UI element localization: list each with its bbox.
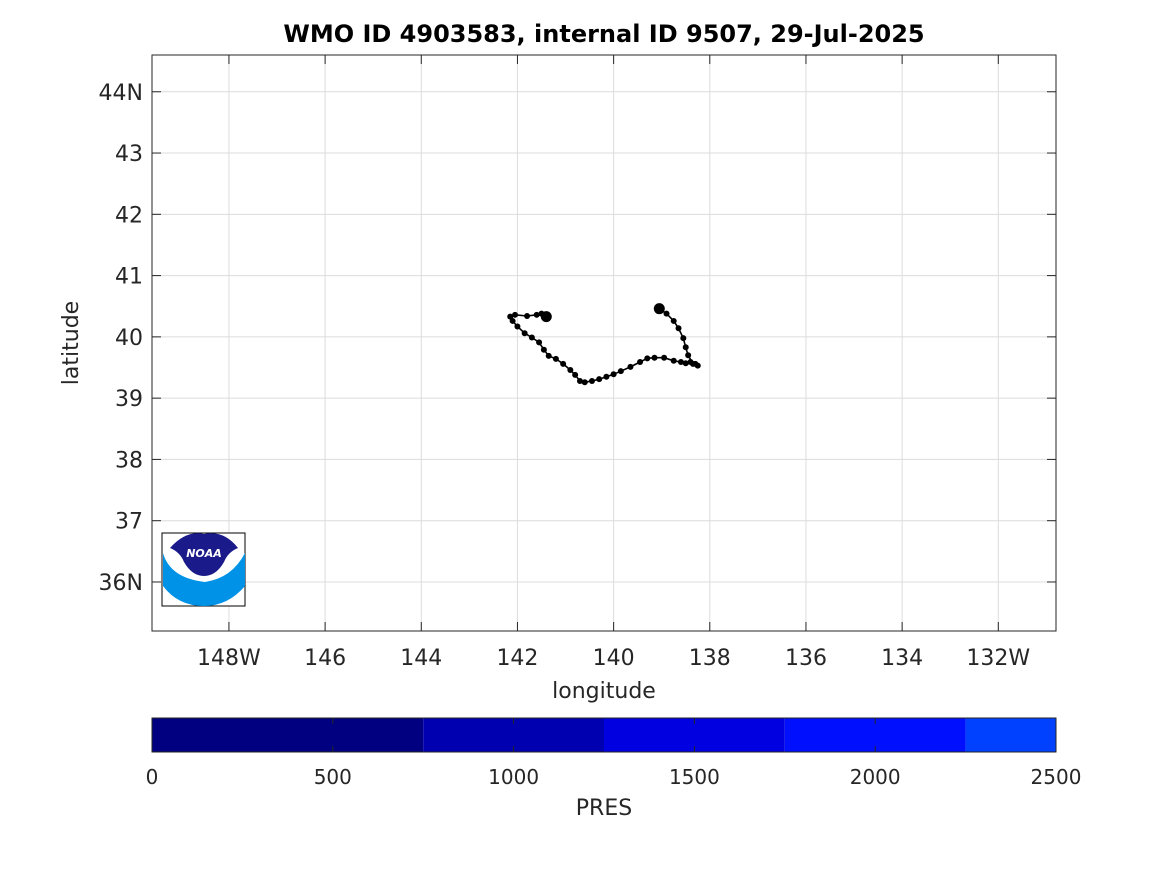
profile-point [627,363,634,370]
profile-point [567,366,574,373]
profile-point [644,355,651,362]
y-tick-label: 43 [115,142,143,167]
x-axis-label: longitude [552,679,656,704]
profile-point [661,354,668,361]
profile-point [694,362,701,369]
colorbar-band [152,718,424,752]
latest-position-point [653,303,665,315]
y-tick-label: 36N [99,571,143,596]
y-tick-label: 39 [115,387,143,412]
profile-point [540,346,547,353]
profile-point [524,313,531,320]
noaa-logo-text: NOAA [186,547,222,560]
plot-frame [151,54,1057,632]
profile-point [588,377,595,384]
profile-point [670,317,677,324]
profile-point [552,355,559,362]
profile-point [560,360,567,367]
colorbar-frame [151,717,1057,753]
profile-point [603,373,610,380]
x-tick-label: 140 [593,646,635,671]
profile-point [675,325,682,332]
chart-title: WMO ID 4903583, internal ID 9507, 29-Jul… [283,20,924,48]
colorbar-tick-label: 1000 [488,765,539,789]
x-tick-label: 136 [785,646,827,671]
profile-point [663,310,670,317]
x-tick-label: 144 [400,646,442,671]
profile-point [528,334,535,341]
profile-point [512,311,519,318]
profile-point [682,344,689,351]
profile-point [596,376,603,383]
profile-point [545,352,552,359]
noaa-logo-bird [170,533,238,576]
profile-point [685,352,692,359]
colorbar [152,718,1056,752]
profile-point [521,330,528,337]
profile-point [536,339,543,346]
profile-point [680,335,687,342]
noaa-logo-wave [163,553,245,606]
x-tick-label: 134 [881,646,923,671]
profile-point [576,377,583,384]
profile-point [689,360,696,367]
plot-area [152,55,1056,631]
x-tick-label: 132W [966,646,1030,671]
colorbar-tick-label: 2000 [850,765,901,789]
colorbar-tick-label: 2500 [1031,765,1082,789]
y-axis-label: latitude [59,301,84,385]
profile-point [538,310,545,317]
grid [152,55,1056,631]
x-tick-label: 148W [197,646,261,671]
y-tick-label: 44N [99,81,143,106]
colorbar-band [965,718,1056,752]
profile-point [617,368,624,375]
noaa-logo: NOAA [161,532,246,607]
profile-point [637,358,644,365]
colorbar-label: PRES [576,796,632,821]
colorbar-tick-label: 1500 [669,765,720,789]
profile-point [677,358,684,365]
profile-point [670,357,677,364]
profile-point [533,311,540,318]
axis-ticks: 148W 146 144 142 140 138 136 134 132W 36N 37 38 39 40… [99,55,1056,671]
colorbar-tick-label: 500 [314,765,352,789]
x-tick-label: 146 [304,646,346,671]
profile-point [509,317,516,324]
y-tick-label: 42 [115,203,143,228]
x-tick-label: 142 [496,646,538,671]
profile-point [581,379,588,386]
y-tick-label: 40 [115,326,143,351]
profile-point [610,371,617,378]
profile-point [514,323,521,330]
y-tick-label: 37 [115,510,143,535]
float-track [507,303,701,386]
y-tick-label: 38 [115,448,143,473]
colorbar-tick-label: 0 [146,765,159,789]
y-tick-label: 41 [115,265,143,290]
colorbar-ticks: 0 500 1000 1500 2000 2500 [146,718,1082,789]
profile-point [572,371,579,378]
profile-point [651,354,658,361]
x-tick-label: 138 [689,646,731,671]
profile-point [682,360,689,367]
